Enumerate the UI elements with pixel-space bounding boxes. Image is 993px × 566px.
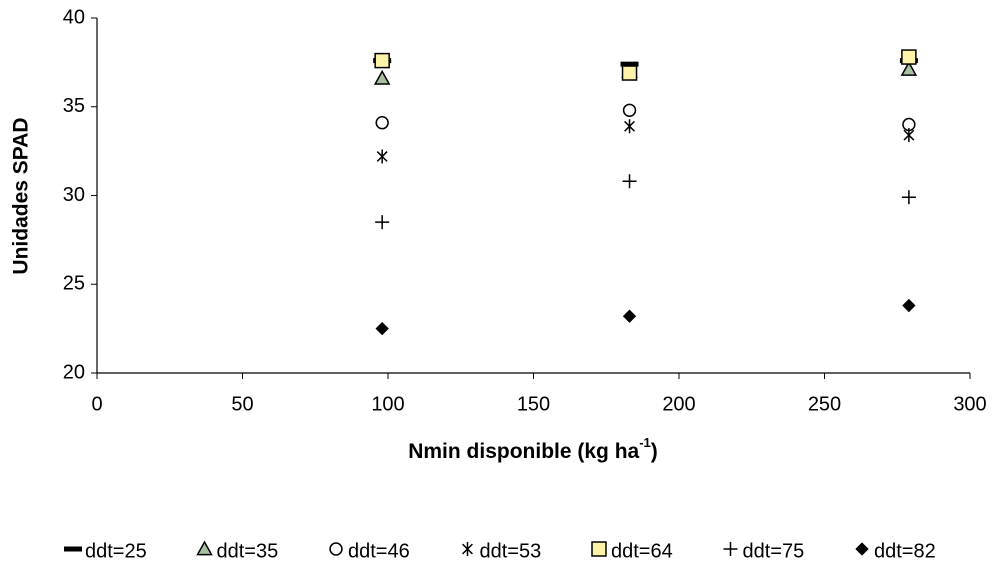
legend-label: ddt=75 — [743, 540, 805, 562]
point — [900, 60, 918, 76]
x-axis-title-tail: ) — [651, 440, 658, 463]
point — [902, 298, 916, 313]
point — [374, 52, 390, 69]
x-axis-title-sup: -1 — [639, 435, 651, 450]
x-tick-label: 200 — [662, 393, 695, 415]
legend-label: ddt=25 — [85, 540, 147, 562]
legend-marker — [196, 540, 213, 556]
point — [901, 49, 917, 65]
point — [622, 103, 637, 118]
point — [621, 65, 638, 81]
x-tick-label: 150 — [517, 393, 550, 415]
legend-marker — [64, 546, 82, 552]
legend-label: ddt=46 — [348, 540, 410, 562]
legend-label: ddt=82 — [874, 540, 936, 562]
legend-marker — [591, 541, 607, 557]
point — [624, 119, 635, 134]
y-tick-label: 35 — [63, 95, 85, 117]
x-tick-label: 100 — [371, 393, 404, 415]
point — [376, 149, 388, 164]
legend-label: ddt=64 — [611, 540, 673, 562]
point — [901, 190, 916, 205]
x-tick-label: 250 — [808, 393, 841, 415]
y-tick-label: 40 — [63, 6, 85, 28]
legend-marker — [462, 542, 473, 556]
y-tick-label: 25 — [63, 273, 85, 295]
legend-marker — [329, 542, 343, 556]
y-tick-label: 30 — [63, 184, 85, 206]
x-tick-label: 300 — [953, 393, 986, 415]
legend-marker — [855, 542, 869, 556]
x-tick-label: 50 — [231, 393, 253, 415]
point — [622, 309, 637, 323]
legend-label: ddt=35 — [217, 540, 279, 562]
point — [373, 69, 391, 85]
y-tick-label: 20 — [63, 361, 85, 383]
point — [622, 174, 637, 189]
point — [375, 321, 389, 336]
legend-marker — [723, 542, 738, 556]
x-axis-title-text: Nmin disponible (kg ha — [408, 440, 639, 463]
y-axis-title: Unidades SPAD — [10, 117, 33, 274]
point — [375, 116, 389, 130]
point — [375, 215, 390, 230]
legend-label: ddt=53 — [480, 540, 542, 562]
x-axis-title: Nmin disponible (kg ha-1) — [408, 435, 658, 462]
point — [903, 128, 915, 143]
x-tick-label: 0 — [91, 393, 102, 415]
